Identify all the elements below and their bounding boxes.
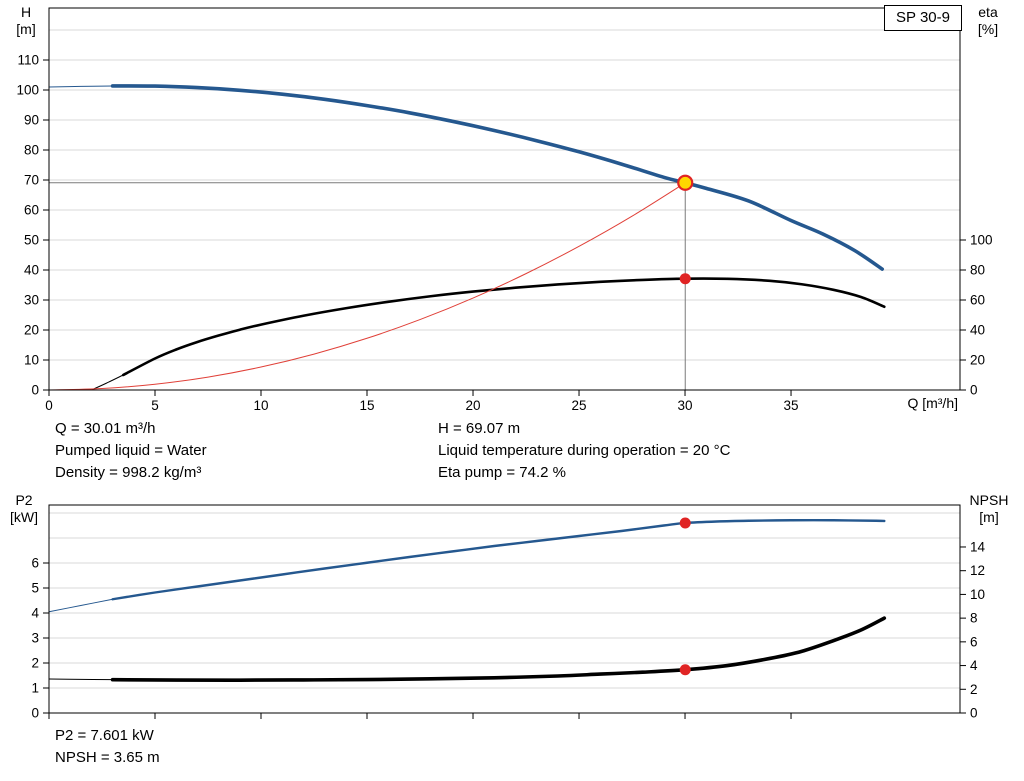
tick-label: 0 bbox=[31, 706, 39, 721]
head-curve bbox=[110, 84, 884, 271]
tick-label: 8 bbox=[970, 611, 978, 626]
tick-label: 90 bbox=[24, 112, 39, 127]
plot-frame bbox=[48, 7, 961, 391]
tick-label: 20 bbox=[970, 353, 985, 368]
tick-label: 100 bbox=[970, 233, 993, 248]
tick-label: 60 bbox=[970, 293, 985, 308]
q-axis-label: Q [m³/h] bbox=[907, 395, 958, 411]
tick-label: 30 bbox=[24, 292, 39, 307]
tick-label: 10 bbox=[24, 352, 39, 367]
tick-label: 25 bbox=[572, 398, 587, 413]
tick-label: 30 bbox=[678, 398, 693, 413]
tick-label: 0 bbox=[970, 706, 978, 721]
tick-label: 40 bbox=[24, 262, 39, 277]
tick-label: 2 bbox=[31, 656, 39, 671]
tick-label: 14 bbox=[970, 539, 986, 554]
head-curve bbox=[48, 85, 114, 88]
tick-label: 20 bbox=[24, 322, 39, 337]
pump-model-badge: SP 30-9 bbox=[884, 5, 962, 31]
readout-h: H = 69.07 m bbox=[438, 420, 521, 437]
tick-label: 110 bbox=[17, 52, 39, 67]
tick-label: 10 bbox=[970, 587, 985, 602]
tick-label: 60 bbox=[24, 202, 39, 217]
tick-label: 0 bbox=[31, 383, 39, 398]
tick-label: 80 bbox=[24, 142, 39, 157]
tick-label: 0 bbox=[45, 398, 53, 413]
npsh-axis-unit: [m] bbox=[979, 509, 999, 525]
tick-label: 12 bbox=[970, 563, 985, 578]
h-axis-unit: [m] bbox=[16, 21, 36, 37]
tick-label: 5 bbox=[151, 398, 159, 413]
readout-p2: P2 = 7.601 kW bbox=[55, 727, 154, 744]
npsh-curve bbox=[48, 678, 114, 681]
power-curve bbox=[48, 598, 114, 613]
tick-label: 1 bbox=[31, 681, 39, 696]
tick-label: 6 bbox=[970, 634, 978, 649]
power-curve bbox=[111, 518, 886, 601]
tick-label: 35 bbox=[784, 398, 799, 413]
p2-axis-unit: [kW] bbox=[10, 509, 38, 525]
tick-label: 100 bbox=[16, 82, 39, 97]
tick-label: 10 bbox=[253, 398, 268, 413]
tick-label: 0 bbox=[970, 383, 978, 398]
tick-label: 15 bbox=[359, 398, 374, 413]
tick-label: 70 bbox=[24, 172, 39, 187]
readout-q: Q = 30.01 m³/h bbox=[55, 420, 156, 437]
head-efficiency-chart[interactable]: 0 10 20 30 40 50 60 70 80 90 100 110 0 20 40 60 80 100 0 5 1… bbox=[0, 0, 1024, 415]
tick-label: 20 bbox=[466, 398, 481, 413]
npsh-point[interactable] bbox=[679, 664, 691, 676]
npsh-axis-label: NPSH bbox=[969, 492, 1009, 508]
tick-label: 80 bbox=[970, 263, 985, 278]
tick-label: 2 bbox=[970, 682, 978, 697]
p2-axis-label: P2 bbox=[15, 492, 33, 508]
efficiency-curve bbox=[121, 277, 886, 377]
system-curve bbox=[48, 182, 686, 391]
npsh-curve bbox=[110, 616, 887, 682]
tick-label: 3 bbox=[31, 631, 39, 646]
efficiency-point[interactable] bbox=[679, 273, 691, 285]
readout-eta-pump: Eta pump = 74.2 % bbox=[438, 464, 566, 481]
tick-label: 40 bbox=[970, 323, 985, 338]
readout-liquid-temp: Liquid temperature during operation = 20… bbox=[438, 442, 731, 459]
plot-frame bbox=[48, 504, 961, 714]
tick-label: 6 bbox=[31, 556, 39, 571]
tick-label: 4 bbox=[31, 606, 39, 621]
readout-pumped-liquid: Pumped liquid = Water bbox=[55, 442, 207, 459]
power-point[interactable] bbox=[679, 517, 691, 529]
eta-axis-unit: [%] bbox=[977, 21, 999, 37]
duty-point[interactable] bbox=[677, 174, 694, 191]
readout-npsh: NPSH = 3.65 m bbox=[55, 749, 160, 766]
tick-label: 5 bbox=[31, 581, 39, 596]
tick-label: 50 bbox=[24, 232, 39, 247]
eta-axis-label: eta bbox=[978, 4, 998, 20]
h-axis-label: H bbox=[20, 4, 32, 20]
tick-label: 4 bbox=[970, 658, 978, 673]
readout-density: Density = 998.2 kg/m³ bbox=[55, 464, 202, 481]
